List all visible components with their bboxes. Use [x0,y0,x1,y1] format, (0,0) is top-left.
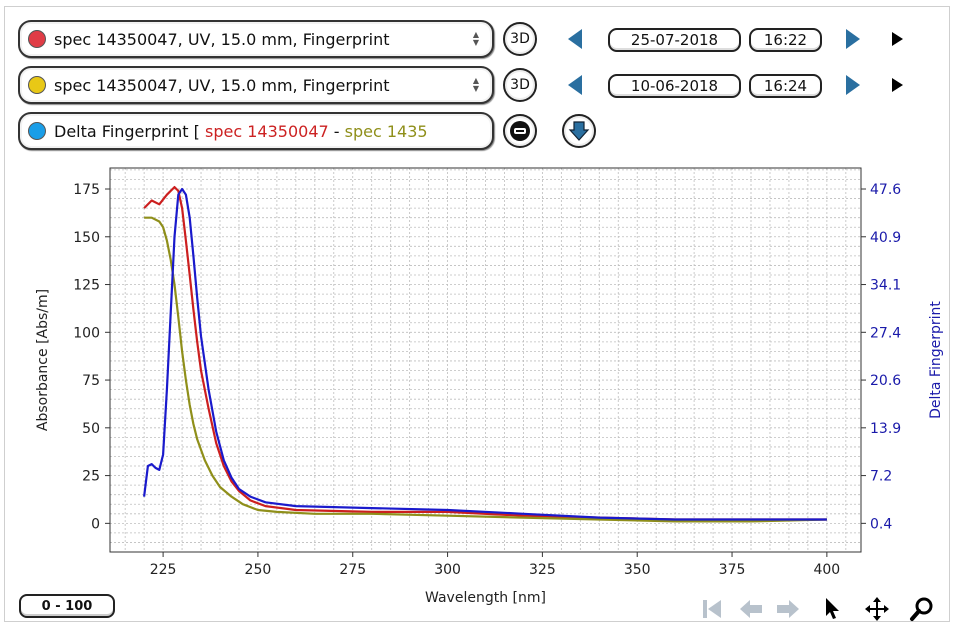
time-field-1[interactable]: 16:22 [749,28,822,52]
y-tick-label: 0 [91,516,100,532]
pan-icon[interactable] [864,596,890,622]
y-tick-label: 100 [73,325,100,341]
previous-date-icon-2[interactable] [568,75,582,95]
y2-axis-label: Delta Fingerprint [928,301,944,419]
play-icon-1[interactable] [892,32,903,46]
x-tick-label: 400 [813,562,840,578]
x-tick-label: 275 [339,562,366,578]
spectrum-selector-label-1: spec 14350047, UV, 15.0 mm, Fingerprint [54,29,390,49]
back-icon[interactable] [738,596,764,622]
spectrum-selector-1[interactable]: spec 14350047, UV, 15.0 mm, Fingerprint … [18,20,494,58]
y2-tick-label: 40.9 [870,230,901,246]
zoom-icon[interactable] [909,596,935,622]
y-tick-label: 125 [73,278,100,294]
spectrum-selector-2[interactable]: spec 14350047, UV, 15.0 mm, Fingerprint … [18,66,494,104]
spectrum-selector-label-2: spec 14350047, UV, 15.0 mm, Fingerprint [54,75,390,95]
delete-icon[interactable] [503,114,537,148]
x-tick-label: 350 [624,562,651,578]
plot-frame [109,167,862,553]
x-tick-label: 250 [245,562,272,578]
date-field-1[interactable]: 25-07-2018 [608,28,741,52]
spinner-arrows-icon: ▲ ▼ [472,76,480,93]
view-3d-button-1[interactable]: 3D [503,22,537,56]
x-axis-label: Wavelength [nm] [425,590,546,606]
y2-tick-label: 27.4 [870,325,901,341]
y2-tick-label: 47.6 [870,182,901,198]
view-3d-button-2[interactable]: 3D [503,68,537,102]
x-tick-label: 225 [150,562,177,578]
y2-tick-label: 7.2 [870,469,892,485]
first-icon[interactable] [700,596,726,622]
x-tick-label: 325 [529,562,556,578]
y-axis-label: Absorbance [Abs/m] [35,289,51,431]
y2-tick-label: 13.9 [870,421,901,437]
spectrum-color-dot-1 [28,30,46,48]
download-icon[interactable] [562,114,596,148]
play-icon-2[interactable] [892,78,903,92]
series-line-2 [144,216,827,523]
pointer-icon[interactable] [820,596,846,622]
y-tick-label: 150 [73,230,100,246]
y-tick-label: 175 [73,182,100,198]
date-field-2[interactable]: 10-06-2018 [608,74,741,98]
forward-icon[interactable] [775,596,801,622]
y2-tick-label: 34.1 [870,278,901,294]
x-tick-label: 300 [434,562,461,578]
delta-color-dot [28,122,46,140]
spectrum-color-dot-2 [28,76,46,94]
delta-selector-label: Delta Fingerprint [ spec 14350047 - spec… [54,121,428,141]
y-tick-label: 75 [82,373,100,389]
delta-selector[interactable]: Delta Fingerprint [ spec 14350047 - spec… [18,112,494,150]
y-tick-label: 25 [82,469,100,485]
y2-tick-label: 0.4 [870,516,892,532]
spinner-arrows-icon: ▲ ▼ [472,30,480,47]
y-tick-label: 50 [82,421,100,437]
y2-tick-label: 20.6 [870,373,901,389]
next-date-icon-1[interactable] [846,29,860,49]
time-field-2[interactable]: 16:24 [749,74,822,98]
previous-date-icon-1[interactable] [568,29,582,49]
x-tick-label: 375 [719,562,746,578]
range-button[interactable]: 0 - 100 [19,594,115,618]
series-line-1 [143,186,827,521]
next-date-icon-2[interactable] [846,75,860,95]
series-line-3 [143,187,827,521]
